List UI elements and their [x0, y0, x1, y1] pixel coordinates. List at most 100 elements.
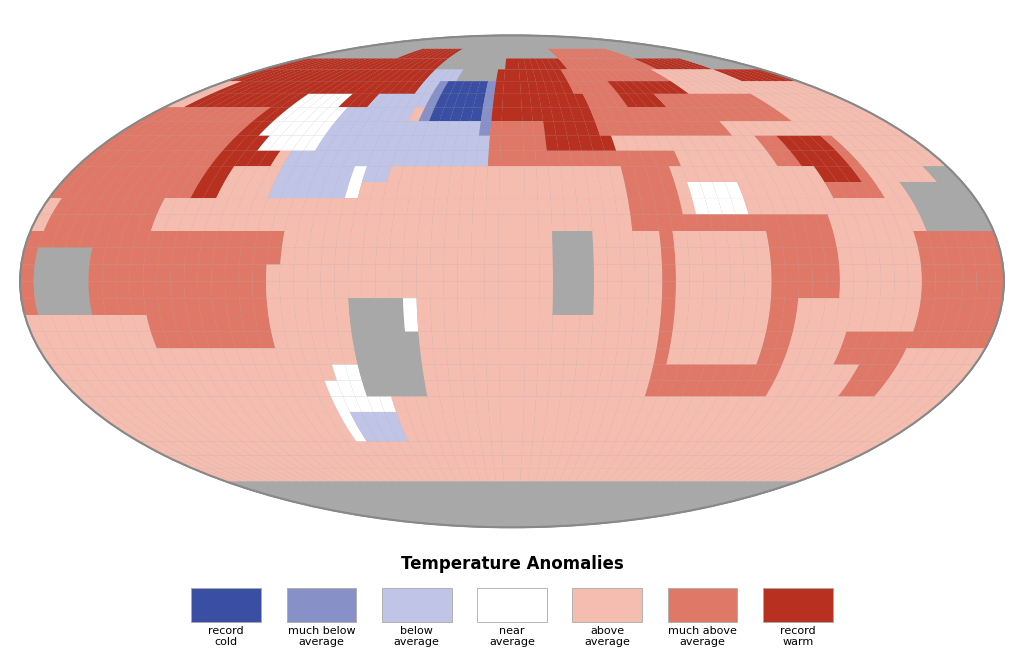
- Polygon shape: [424, 427, 439, 442]
- Polygon shape: [639, 58, 672, 70]
- Polygon shape: [589, 136, 604, 151]
- Polygon shape: [281, 298, 295, 315]
- Polygon shape: [754, 442, 781, 455]
- Polygon shape: [821, 442, 854, 455]
- Polygon shape: [935, 381, 962, 397]
- Polygon shape: [307, 281, 322, 298]
- Polygon shape: [406, 81, 425, 94]
- Polygon shape: [504, 481, 512, 493]
- Polygon shape: [813, 397, 838, 412]
- Polygon shape: [225, 265, 240, 281]
- Polygon shape: [724, 455, 754, 469]
- Polygon shape: [417, 315, 432, 332]
- Polygon shape: [631, 214, 646, 231]
- Polygon shape: [633, 231, 647, 248]
- Polygon shape: [819, 315, 837, 332]
- Polygon shape: [743, 397, 766, 412]
- Polygon shape: [88, 365, 112, 381]
- Polygon shape: [419, 332, 433, 348]
- Polygon shape: [843, 136, 871, 151]
- Polygon shape: [544, 469, 556, 481]
- Polygon shape: [75, 281, 89, 298]
- Polygon shape: [333, 504, 379, 514]
- Polygon shape: [204, 365, 224, 381]
- Polygon shape: [267, 182, 287, 198]
- Polygon shape: [408, 49, 436, 58]
- Polygon shape: [304, 442, 329, 455]
- Polygon shape: [389, 265, 402, 281]
- Polygon shape: [344, 49, 387, 58]
- Polygon shape: [499, 332, 512, 348]
- Polygon shape: [819, 231, 837, 248]
- Polygon shape: [486, 182, 500, 198]
- Polygon shape: [449, 504, 468, 514]
- Polygon shape: [639, 397, 656, 412]
- Polygon shape: [792, 427, 820, 442]
- Polygon shape: [355, 397, 373, 412]
- Polygon shape: [881, 332, 900, 348]
- Polygon shape: [824, 365, 846, 381]
- Polygon shape: [625, 365, 641, 381]
- Polygon shape: [457, 481, 470, 493]
- Polygon shape: [432, 70, 450, 81]
- Polygon shape: [699, 231, 715, 248]
- Polygon shape: [512, 214, 525, 231]
- Polygon shape: [146, 315, 164, 332]
- Polygon shape: [197, 198, 216, 214]
- Polygon shape: [396, 94, 415, 107]
- Polygon shape: [548, 94, 560, 107]
- Polygon shape: [104, 198, 126, 214]
- Polygon shape: [552, 214, 565, 231]
- Polygon shape: [472, 481, 484, 493]
- Polygon shape: [618, 94, 638, 107]
- Polygon shape: [814, 166, 837, 182]
- Polygon shape: [289, 348, 306, 365]
- Polygon shape: [420, 136, 435, 151]
- Polygon shape: [298, 214, 314, 231]
- Polygon shape: [853, 265, 867, 281]
- Polygon shape: [391, 121, 409, 136]
- Polygon shape: [715, 493, 762, 504]
- Polygon shape: [105, 315, 124, 332]
- Polygon shape: [823, 248, 840, 265]
- Polygon shape: [362, 248, 377, 265]
- Polygon shape: [607, 298, 622, 315]
- Polygon shape: [225, 281, 240, 298]
- Polygon shape: [259, 121, 284, 136]
- Polygon shape: [150, 107, 184, 121]
- Polygon shape: [720, 427, 743, 442]
- Polygon shape: [541, 514, 561, 522]
- Polygon shape: [663, 455, 686, 469]
- Polygon shape: [466, 136, 479, 151]
- Polygon shape: [581, 265, 594, 281]
- Polygon shape: [211, 412, 237, 427]
- Polygon shape: [743, 412, 767, 427]
- Polygon shape: [628, 504, 668, 514]
- Polygon shape: [813, 94, 850, 107]
- Polygon shape: [742, 94, 772, 107]
- Polygon shape: [972, 332, 993, 348]
- Polygon shape: [471, 281, 484, 298]
- Polygon shape: [740, 70, 782, 81]
- Polygon shape: [178, 365, 200, 381]
- Polygon shape: [339, 493, 373, 504]
- Polygon shape: [573, 94, 589, 107]
- Polygon shape: [377, 315, 391, 332]
- Polygon shape: [535, 504, 547, 514]
- Polygon shape: [376, 265, 389, 281]
- Polygon shape: [353, 481, 380, 493]
- Polygon shape: [247, 397, 269, 412]
- Polygon shape: [25, 315, 44, 332]
- Polygon shape: [795, 348, 814, 365]
- Polygon shape: [499, 348, 512, 365]
- Polygon shape: [225, 427, 253, 442]
- Polygon shape: [743, 348, 762, 365]
- Polygon shape: [256, 469, 290, 481]
- Polygon shape: [407, 198, 422, 214]
- Polygon shape: [199, 298, 214, 315]
- Polygon shape: [683, 332, 699, 348]
- Polygon shape: [273, 442, 300, 455]
- Polygon shape: [618, 231, 634, 248]
- Polygon shape: [610, 58, 637, 70]
- Polygon shape: [574, 514, 614, 522]
